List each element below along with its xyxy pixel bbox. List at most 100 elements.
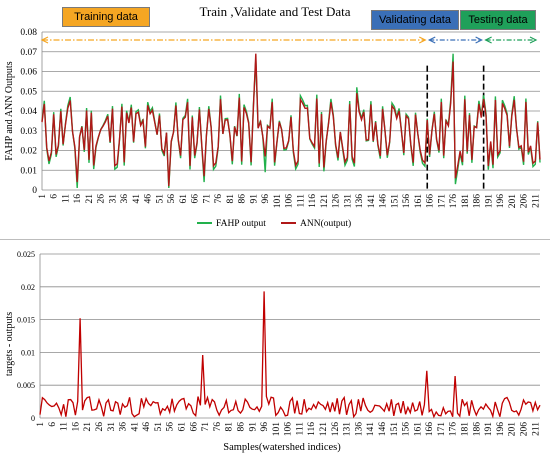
x-tick-label: 21	[85, 194, 95, 204]
x-tick-label: 181	[461, 422, 471, 437]
chart-title: Train ,Validate and Test Data	[199, 4, 350, 19]
x-tick-label: 81	[225, 422, 235, 432]
y-tick-label: 0.01	[20, 166, 37, 176]
x-tick-label: 1	[38, 194, 48, 199]
x-tick-label: 96	[261, 194, 271, 204]
y-tick-label: 0.02	[20, 147, 37, 157]
top-chart: Train ,Validate and Test Data 0 0.01 0.02 0.…	[4, 4, 541, 229]
y-tick-label: 0.07	[20, 48, 37, 58]
x-tick-label: 146	[379, 194, 389, 209]
x-tick-label: 86	[236, 422, 246, 432]
x-tick-label: 156	[402, 422, 412, 437]
x-tick-label: 16	[71, 422, 81, 432]
x-tick-label: 6	[50, 194, 60, 199]
ann-series-line	[41, 53, 541, 187]
x-tick-label: 96	[260, 422, 270, 432]
x-tick-label: 71	[201, 422, 211, 432]
y-axis-label: targets - outputs	[4, 312, 15, 376]
validating-data-label: Validating data	[371, 10, 459, 30]
x-tick-label: 66	[191, 194, 201, 204]
testing-data-label: Testing data	[460, 10, 536, 30]
x-tick-label: 176	[449, 194, 459, 209]
y-tick-label: 0.015	[17, 316, 35, 325]
x-tick-label: 91	[248, 422, 258, 432]
x-tick-label: 151	[390, 422, 400, 437]
x-tick-label: 66	[189, 422, 199, 432]
x-tick-label: 206	[519, 422, 529, 437]
x-tick-label: 106	[284, 422, 294, 437]
x-tick-label: 136	[354, 422, 364, 437]
x-tick-label: 101	[272, 422, 282, 437]
x-tick-label: 186	[473, 194, 483, 209]
arrow-head	[418, 36, 427, 44]
y-tick-label: 0	[31, 414, 35, 423]
x-tick-label: 186	[472, 422, 482, 437]
legend-label: FAHP output	[216, 219, 266, 229]
x-tick-label: 116	[308, 194, 318, 208]
x-tick-label: 76	[214, 194, 224, 204]
x-tick-label: 51	[154, 422, 164, 432]
x-tick-label: 46	[142, 422, 152, 432]
x-tick-label: 166	[425, 422, 435, 437]
x-tick-label: 26	[97, 194, 107, 204]
x-tick-label: 26	[95, 422, 105, 432]
x-tick-label: 196	[496, 422, 506, 437]
x-tick-label: 11	[60, 422, 70, 431]
training-data-label: Training data	[62, 7, 150, 27]
x-tick-label: 31	[108, 194, 118, 204]
x-tick-label: 151	[390, 194, 400, 209]
error-series-line	[39, 291, 541, 419]
y-tick-label: 0.05	[20, 87, 37, 97]
x-tick-label: 101	[273, 194, 283, 209]
x-tick-label: 111	[295, 422, 305, 436]
arrow-head	[427, 36, 436, 44]
x-tick-label: 191	[484, 194, 494, 209]
x-tick-label: 141	[366, 422, 376, 437]
y-tick-label: 0	[32, 186, 37, 196]
x-tick-label: 51	[155, 194, 165, 204]
x-tick-label: 206	[520, 194, 530, 209]
arrow-head	[40, 36, 49, 44]
x-tick-label: 21	[83, 422, 93, 432]
y-tick-label: 0.025	[17, 250, 35, 259]
x-tick-label: 46	[144, 194, 154, 204]
x-tick-label: 61	[178, 422, 188, 432]
x-tick-label: 126	[332, 194, 342, 209]
x-tick-label: 156	[402, 194, 412, 209]
x-tick-label: 161	[413, 422, 423, 437]
x-tick-label: 166	[426, 194, 436, 209]
x-tick-label: 211	[531, 422, 541, 436]
y-tick-label: 0.04	[20, 107, 37, 117]
x-tick-label: 56	[166, 422, 176, 432]
x-tick-label: 181	[461, 194, 471, 209]
x-axis-label: Samples(watershed indices)	[223, 442, 341, 453]
x-tick-label: 191	[484, 422, 494, 437]
x-tick-label: 196	[496, 194, 506, 209]
x-tick-label: 56	[167, 194, 177, 204]
y-tick-label: 0.01	[21, 348, 35, 357]
x-tick-label: 31	[107, 422, 117, 432]
y-tick-label: 0.06	[20, 68, 37, 78]
x-tick-label: 131	[343, 422, 353, 437]
arrow-head	[484, 36, 492, 44]
chart-divider	[0, 239, 550, 240]
x-tick-label: 41	[130, 422, 140, 432]
x-tick-label: 1	[36, 422, 46, 427]
x-tick-label: 211	[531, 194, 541, 208]
x-tick-label: 16	[73, 194, 83, 204]
x-tick-label: 141	[367, 194, 377, 209]
legend-label: ANN(output)	[300, 218, 351, 229]
x-tick-label: 121	[320, 194, 330, 209]
x-tick-label: 116	[307, 422, 317, 436]
x-tick-label: 71	[202, 194, 212, 204]
x-tick-label: 36	[119, 422, 129, 432]
x-tick-label: 81	[226, 194, 236, 204]
x-tick-label: 61	[179, 194, 189, 204]
x-tick-label: 11	[61, 194, 71, 203]
y-tick-label: 0.08	[20, 28, 37, 38]
x-tick-label: 161	[414, 194, 424, 209]
x-tick-label: 176	[449, 422, 459, 437]
x-tick-label: 201	[508, 422, 518, 437]
